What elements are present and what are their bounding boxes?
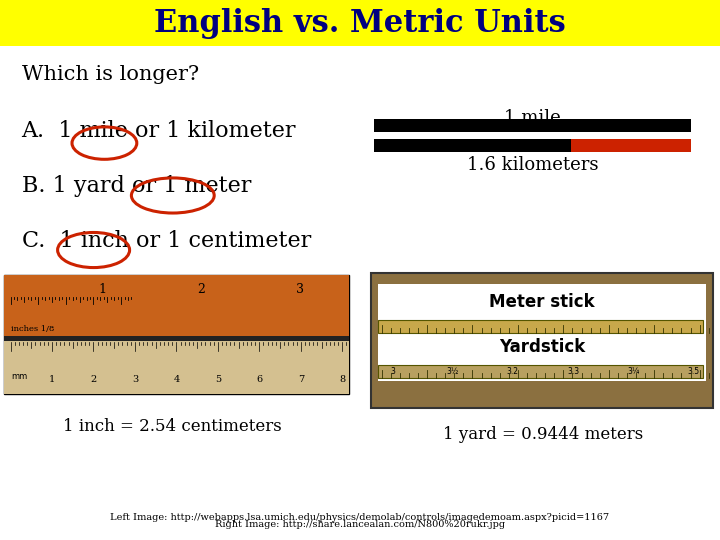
Text: inches 1/8: inches 1/8 [11,325,54,333]
Text: 6: 6 [256,375,262,384]
Bar [378,284,706,381]
Bar [4,309,349,323]
Text: 3: 3 [132,375,138,384]
Text: 4: 4 [174,375,179,384]
Bar [378,320,703,333]
Text: 3: 3 [390,367,395,376]
Bar [374,139,571,152]
Bar [4,341,349,394]
Text: mm: mm [11,372,27,381]
Bar [0,0,720,46]
Bar [378,364,703,378]
Text: 3.5: 3.5 [688,367,699,376]
Text: 8: 8 [339,375,346,384]
Text: Right Image: http://share.lancealan.com/N800%20rukr.jpg: Right Image: http://share.lancealan.com/… [215,521,505,529]
Text: 1: 1 [99,283,107,296]
Text: 3: 3 [296,283,304,296]
Bar [571,139,691,152]
Text: Yardstick: Yardstick [499,338,585,356]
Bar [4,275,349,347]
Text: 5: 5 [215,375,221,384]
Bar [4,275,349,394]
Text: 7: 7 [297,375,304,384]
Text: 3¼: 3¼ [627,367,639,376]
Text: 1 yard = 0.9444 meters: 1 yard = 0.9444 meters [444,426,644,443]
Text: 1 mile: 1 mile [505,109,561,127]
Text: 2: 2 [197,283,205,296]
Text: English vs. Metric Units: English vs. Metric Units [154,8,566,39]
Text: Which is longer?: Which is longer? [22,65,199,84]
Text: Meter stick: Meter stick [489,293,595,312]
Text: A.  1 mile or 1 kilometer: A. 1 mile or 1 kilometer [22,120,296,142]
Text: 3.3: 3.3 [567,367,579,376]
Text: 3½: 3½ [446,367,459,376]
Text: 2: 2 [90,375,96,384]
Text: Left Image: http://webapps.lsa.umich.edu/physics/demolab/controls/imagedemoam.as: Left Image: http://webapps.lsa.umich.edu… [110,513,610,522]
Text: C.  1 inch or 1 centimeter: C. 1 inch or 1 centimeter [22,231,311,252]
Bar [374,119,691,132]
Text: 1.6 kilometers: 1.6 kilometers [467,156,598,174]
Text: 1: 1 [49,375,55,384]
Bar [371,273,713,408]
Bar [4,336,349,341]
Text: 1 inch = 2.54 centimeters: 1 inch = 2.54 centimeters [63,418,282,435]
Text: 3.2: 3.2 [507,367,519,376]
Text: B. 1 yard or 1 meter: B. 1 yard or 1 meter [22,176,251,197]
